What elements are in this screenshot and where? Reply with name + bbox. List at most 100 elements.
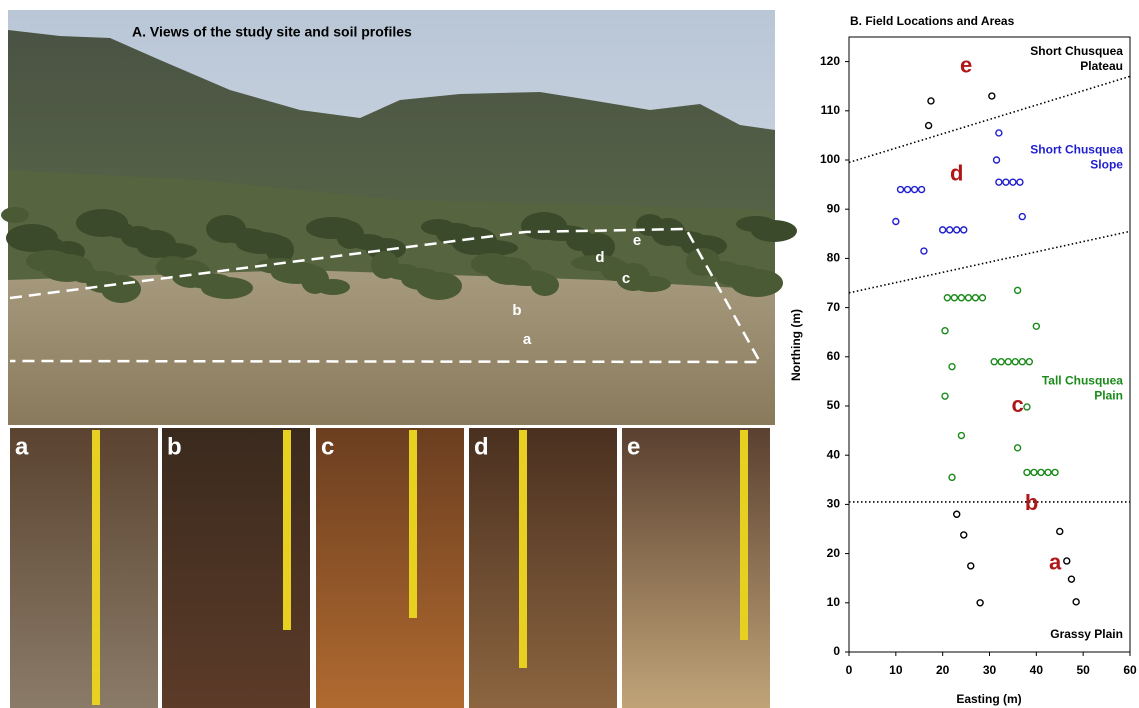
point <box>898 187 904 193</box>
y-tick-label: 0 <box>833 644 840 658</box>
point <box>926 123 932 129</box>
y-tick-label: 110 <box>821 103 841 117</box>
shrub <box>306 217 358 239</box>
point <box>989 93 995 99</box>
profile-label: d <box>474 433 489 460</box>
point <box>1038 469 1044 475</box>
area-label: a <box>1049 549 1062 574</box>
photo-title: A. Views of the study site and soil prof… <box>132 24 412 40</box>
point <box>919 187 925 193</box>
point <box>1024 469 1030 475</box>
tape <box>409 430 417 618</box>
y-tick-label: 60 <box>827 349 841 363</box>
point <box>954 511 960 517</box>
point <box>961 532 967 538</box>
x-tick-label: 10 <box>889 663 903 677</box>
point <box>977 600 983 606</box>
point <box>1033 323 1039 329</box>
x-tick-label: 0 <box>846 663 853 677</box>
annotation: Plateau <box>1080 59 1123 73</box>
shrub <box>206 215 246 243</box>
point <box>1073 599 1079 605</box>
point <box>947 227 953 233</box>
point <box>991 359 997 365</box>
point <box>921 248 927 254</box>
tape <box>92 430 100 705</box>
point <box>1064 558 1070 564</box>
shrub <box>521 212 567 240</box>
point <box>1015 287 1021 293</box>
annotation: Short Chusquea <box>1030 142 1123 156</box>
point <box>1005 359 1011 365</box>
y-tick-label: 20 <box>827 546 841 560</box>
soil-profiles: abcde <box>10 428 770 708</box>
profile-label: e <box>627 433 640 460</box>
point <box>1057 528 1063 534</box>
site-photo <box>1 10 797 425</box>
soil-photo <box>10 428 158 708</box>
site-label: c <box>622 270 630 287</box>
x-tick-label: 50 <box>1076 663 1090 677</box>
point <box>1010 179 1016 185</box>
area-label: e <box>960 52 972 77</box>
point <box>996 179 1002 185</box>
chart-title: B. Field Locations and Areas <box>850 14 1015 28</box>
point <box>998 359 1004 365</box>
point <box>1019 359 1025 365</box>
annotation: Grassy Plain <box>1050 627 1123 641</box>
point <box>1017 179 1023 185</box>
point <box>1026 359 1032 365</box>
point <box>996 130 1002 136</box>
shrub <box>471 253 511 275</box>
shrub <box>686 248 720 276</box>
y-tick-label: 30 <box>827 497 841 511</box>
point <box>968 563 974 569</box>
x-axis-label: Easting (m) <box>956 692 1021 706</box>
point <box>942 393 948 399</box>
point <box>1045 469 1051 475</box>
shrub <box>736 216 776 232</box>
point <box>944 295 950 301</box>
annotation: Plain <box>1094 389 1123 403</box>
y-tick-label: 80 <box>827 251 841 265</box>
point <box>940 227 946 233</box>
area-label: d <box>950 161 963 186</box>
point <box>972 295 978 301</box>
point <box>1068 576 1074 582</box>
soil-photo <box>469 428 617 708</box>
shrub <box>1 207 29 223</box>
point <box>1031 469 1037 475</box>
plot-frame <box>849 37 1130 652</box>
boundary-line <box>849 231 1130 293</box>
x-tick-label: 20 <box>936 663 950 677</box>
point <box>905 187 911 193</box>
y-tick-label: 120 <box>820 54 840 68</box>
shrub <box>421 219 455 235</box>
y-tick-label: 50 <box>827 398 841 412</box>
point <box>1003 179 1009 185</box>
site-label: e <box>633 232 641 249</box>
point <box>1015 445 1021 451</box>
y-tick-label: 70 <box>827 300 841 314</box>
y-tick-label: 90 <box>827 201 841 215</box>
shrub <box>26 250 72 272</box>
annotation: Tall Chusquea <box>1042 374 1123 388</box>
y-tick-label: 100 <box>820 152 840 166</box>
tape <box>740 430 748 640</box>
x-tick-label: 40 <box>1030 663 1044 677</box>
area-label: b <box>1025 490 1038 515</box>
point <box>912 187 918 193</box>
site-label: b <box>512 302 521 319</box>
soil-photo <box>316 428 464 708</box>
point <box>951 295 957 301</box>
point <box>994 157 1000 163</box>
point <box>954 227 960 233</box>
point <box>1052 469 1058 475</box>
point <box>979 295 985 301</box>
shrub <box>76 209 128 237</box>
y-tick-label: 40 <box>827 447 841 461</box>
point <box>928 98 934 104</box>
point <box>1012 359 1018 365</box>
site-label: d <box>595 249 604 266</box>
y-axis-label: Northing (m) <box>789 309 803 381</box>
